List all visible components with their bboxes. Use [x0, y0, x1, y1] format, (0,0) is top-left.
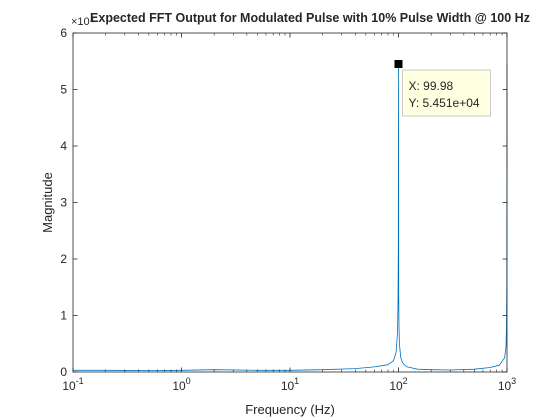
- x-tick-label: 101: [281, 376, 299, 393]
- x-tick-label: 103: [498, 376, 516, 393]
- x-axis-label: Frequency (Hz): [245, 402, 335, 417]
- x-tick-label-exponent: -1: [76, 376, 84, 386]
- y-axis-ticks: 0 1 2 3 4 5 6: [60, 26, 507, 379]
- y-tick-label: 3: [60, 196, 67, 210]
- y-tick-label: 2: [60, 252, 67, 266]
- x-tick-label-base: 10: [281, 379, 295, 393]
- y-tick-label: 5: [60, 83, 67, 97]
- x-tick-label-exponent: 3: [511, 376, 516, 386]
- y-axis-exponent-label: ×10⁴: [71, 16, 95, 28]
- y-tick-label: 6: [60, 26, 67, 40]
- x-tick-label-exponent: 1: [294, 376, 299, 386]
- x-tick-label: 102: [389, 376, 407, 393]
- x-tick-label-base: 10: [62, 379, 76, 393]
- x-tick-label: 10-1: [62, 376, 83, 393]
- datatip-marker[interactable]: [394, 60, 403, 69]
- x-tick-label: 100: [172, 376, 190, 393]
- y-tick-label: 1: [60, 309, 67, 323]
- datatip-y-label: Y: 5.451e+04: [408, 96, 479, 110]
- series-line: [73, 63, 508, 371]
- plot-area: [73, 63, 508, 371]
- x-tick-label-base: 10: [172, 379, 186, 393]
- x-axis-ticks: 10-1 100 101 102 103: [62, 33, 516, 393]
- x-tick-label-base: 10: [389, 379, 403, 393]
- datatip-x-label: X: 99.98: [408, 79, 453, 93]
- datatip-box: [402, 69, 491, 117]
- datatip[interactable]: X: 99.98 Y: 5.451e+04: [394, 60, 491, 117]
- x-tick-label-exponent: 0: [186, 376, 191, 386]
- y-tick-label: 4: [60, 139, 67, 153]
- y-axis-label: Magnitude: [40, 172, 55, 233]
- y-tick-label: 0: [60, 365, 67, 379]
- x-tick-label-exponent: 2: [403, 376, 408, 386]
- chart-title: Expected FFT Output for Modulated Pulse …: [90, 11, 530, 25]
- x-tick-label-base: 10: [498, 379, 512, 393]
